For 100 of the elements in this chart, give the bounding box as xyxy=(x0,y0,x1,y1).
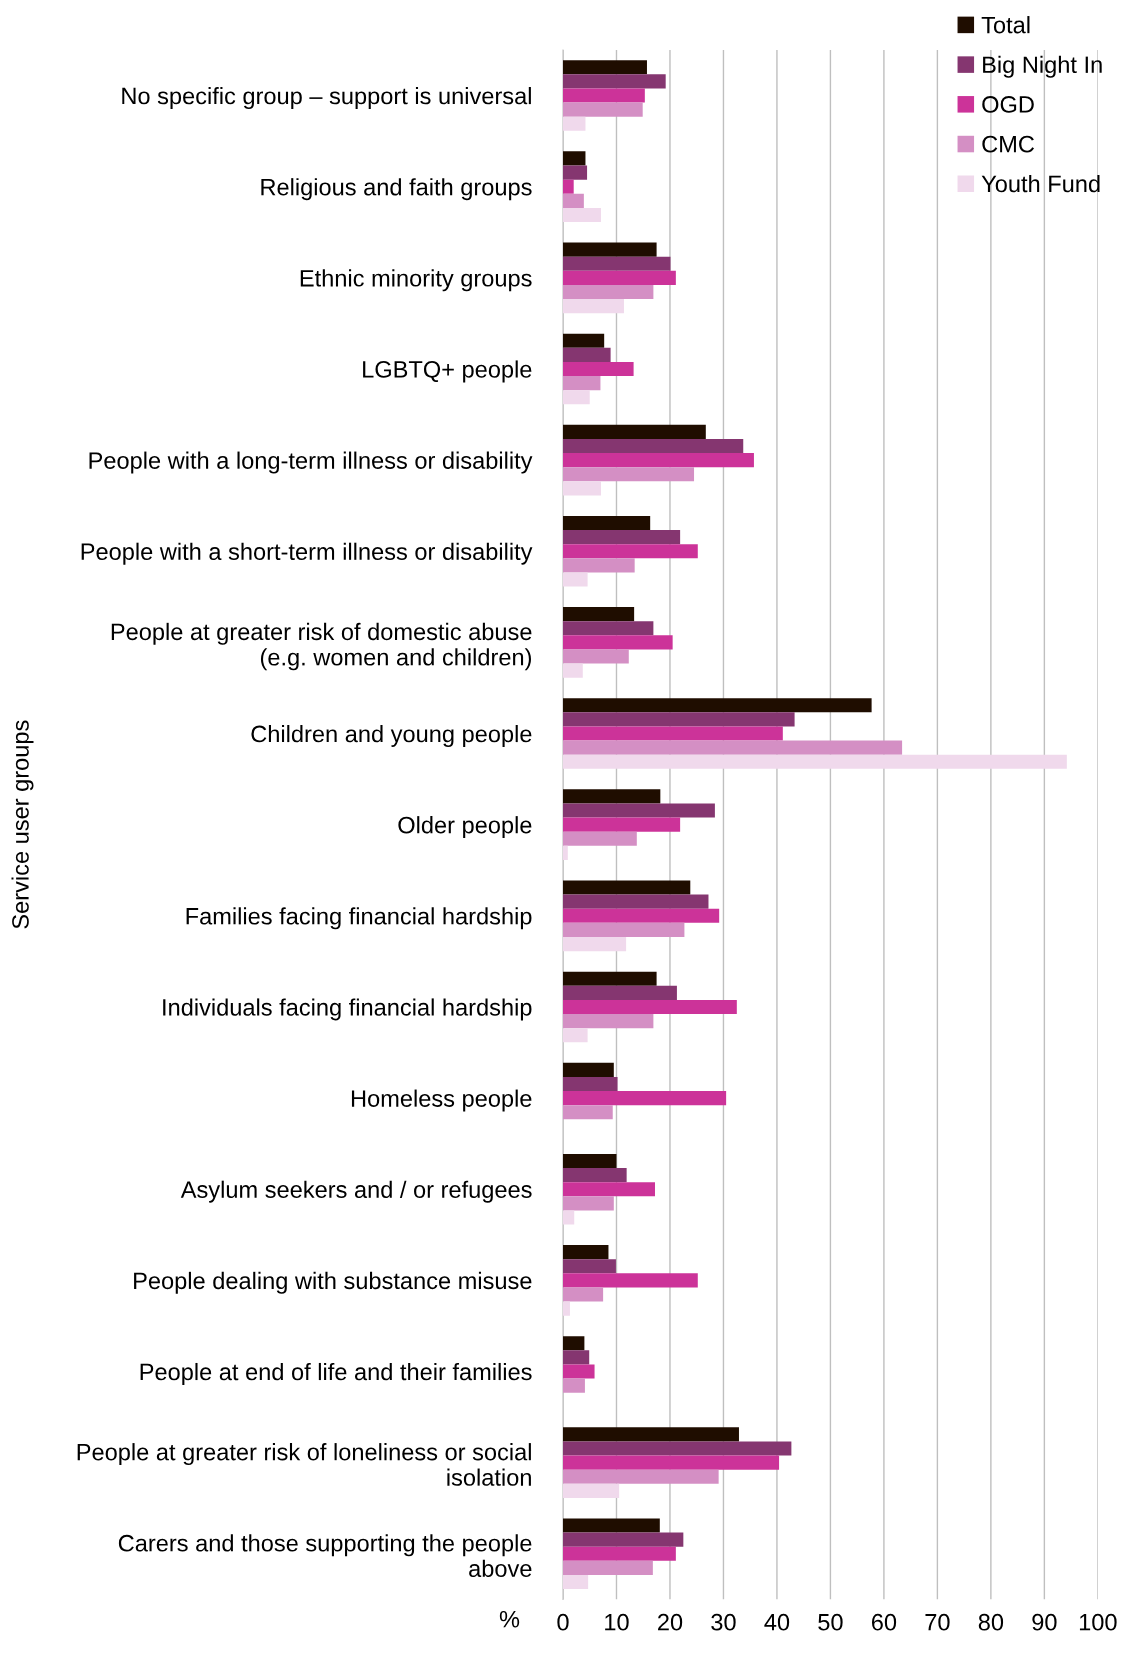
x-tick-label: 70 xyxy=(925,1613,950,1631)
bar xyxy=(563,1378,585,1393)
bar xyxy=(563,1441,792,1456)
y-tick-label: People with a short-term illness or disability xyxy=(81,542,533,565)
bar xyxy=(563,621,654,636)
y-axis-title: Service user groups xyxy=(11,720,34,929)
bar xyxy=(563,572,588,587)
y-tick-label: Carers and those supporting the people above xyxy=(118,1534,532,1577)
bar xyxy=(563,88,645,103)
bar xyxy=(563,1153,617,1169)
bar xyxy=(563,663,583,678)
bar xyxy=(563,649,629,664)
bar xyxy=(563,754,1067,769)
bar xyxy=(563,299,624,314)
bar xyxy=(563,845,568,860)
bar xyxy=(563,985,677,1000)
bar xyxy=(563,1455,780,1470)
bar xyxy=(563,937,627,952)
bar xyxy=(563,116,586,131)
x-tick-label: 50 xyxy=(818,1613,843,1631)
x-tick-label: 10 xyxy=(605,1613,629,1631)
bar xyxy=(563,1091,727,1106)
bar xyxy=(563,453,754,468)
bar xyxy=(563,831,637,846)
bar xyxy=(563,971,657,986)
bar xyxy=(563,894,709,909)
bar xyxy=(563,347,611,362)
bar xyxy=(563,1287,604,1302)
legend-label: Big Night In xyxy=(983,55,1102,78)
bar xyxy=(563,789,661,804)
x-tick-label: 0 xyxy=(557,1613,569,1631)
bar xyxy=(563,1546,676,1561)
bar xyxy=(563,193,584,208)
bar xyxy=(563,1196,614,1211)
y-tick-label: Children and young people xyxy=(251,724,532,747)
bar xyxy=(563,1014,654,1029)
bar xyxy=(563,635,673,650)
bar xyxy=(563,740,903,755)
bar xyxy=(563,1168,627,1183)
bar xyxy=(563,256,671,271)
y-tick-label: People dealing with substance misuse xyxy=(134,1271,532,1294)
y-tick-label: People at end of life and their families xyxy=(140,1362,532,1385)
bar xyxy=(563,1062,614,1077)
y-tick-label: Older people xyxy=(398,816,532,839)
bar xyxy=(563,1560,653,1575)
y-tick-label: People at greater risk of domestic abuse (e.g. women and children) xyxy=(111,622,532,671)
x-tick-label: 40 xyxy=(764,1613,790,1631)
bar xyxy=(563,1245,609,1260)
x-tick-label: 60 xyxy=(871,1613,897,1631)
bar xyxy=(563,880,691,895)
bar xyxy=(563,1364,595,1379)
bar xyxy=(563,1105,613,1120)
bar xyxy=(563,74,666,89)
bar xyxy=(563,1350,590,1365)
bar xyxy=(563,698,872,713)
bar xyxy=(563,803,715,818)
x-tick-label: 90 xyxy=(1032,1613,1057,1631)
legend-label: OGD xyxy=(982,96,1034,113)
bar xyxy=(563,390,590,405)
bar xyxy=(563,242,657,257)
bar xyxy=(563,1259,616,1274)
bar xyxy=(563,438,744,454)
y-tick-label: Homeless people xyxy=(351,1089,532,1112)
legend-label: Total xyxy=(981,16,1030,34)
bar xyxy=(563,908,720,923)
bar xyxy=(563,726,783,741)
bar xyxy=(563,530,681,545)
y-tick-label: No specific group – support is universal xyxy=(122,86,531,109)
bar xyxy=(563,1076,618,1092)
bar xyxy=(563,1574,589,1590)
bar xyxy=(563,179,574,194)
bar xyxy=(563,361,634,377)
x-tick-label: 100 xyxy=(1079,1613,1117,1631)
bar xyxy=(563,515,651,531)
bar xyxy=(563,1273,698,1288)
bar xyxy=(563,607,635,622)
bar xyxy=(563,1182,655,1197)
x-tick-label: 30 xyxy=(711,1613,736,1631)
bar xyxy=(563,481,601,496)
y-tick-label: People at greater risk of loneliness or social isolation xyxy=(77,1443,531,1486)
y-tick-label: Asylum seekers and / or refugees xyxy=(180,1180,532,1203)
bar xyxy=(563,102,643,117)
bar xyxy=(563,922,685,937)
bar xyxy=(563,207,601,223)
bar xyxy=(563,60,647,75)
bar xyxy=(563,1483,620,1498)
bar xyxy=(563,712,795,727)
bar xyxy=(563,284,654,300)
bar xyxy=(563,1469,719,1484)
y-tick-label: Families facing financial hardship xyxy=(186,907,532,930)
bar xyxy=(563,558,635,573)
bar xyxy=(563,1210,575,1225)
bar xyxy=(563,467,695,482)
y-tick-label: LGBTQ+ people xyxy=(363,360,532,383)
bar xyxy=(563,270,676,285)
bar xyxy=(563,999,737,1015)
legend-label: Youth Fund xyxy=(981,174,1100,193)
bar xyxy=(563,544,698,559)
bar xyxy=(563,1427,739,1442)
bar xyxy=(563,424,706,439)
